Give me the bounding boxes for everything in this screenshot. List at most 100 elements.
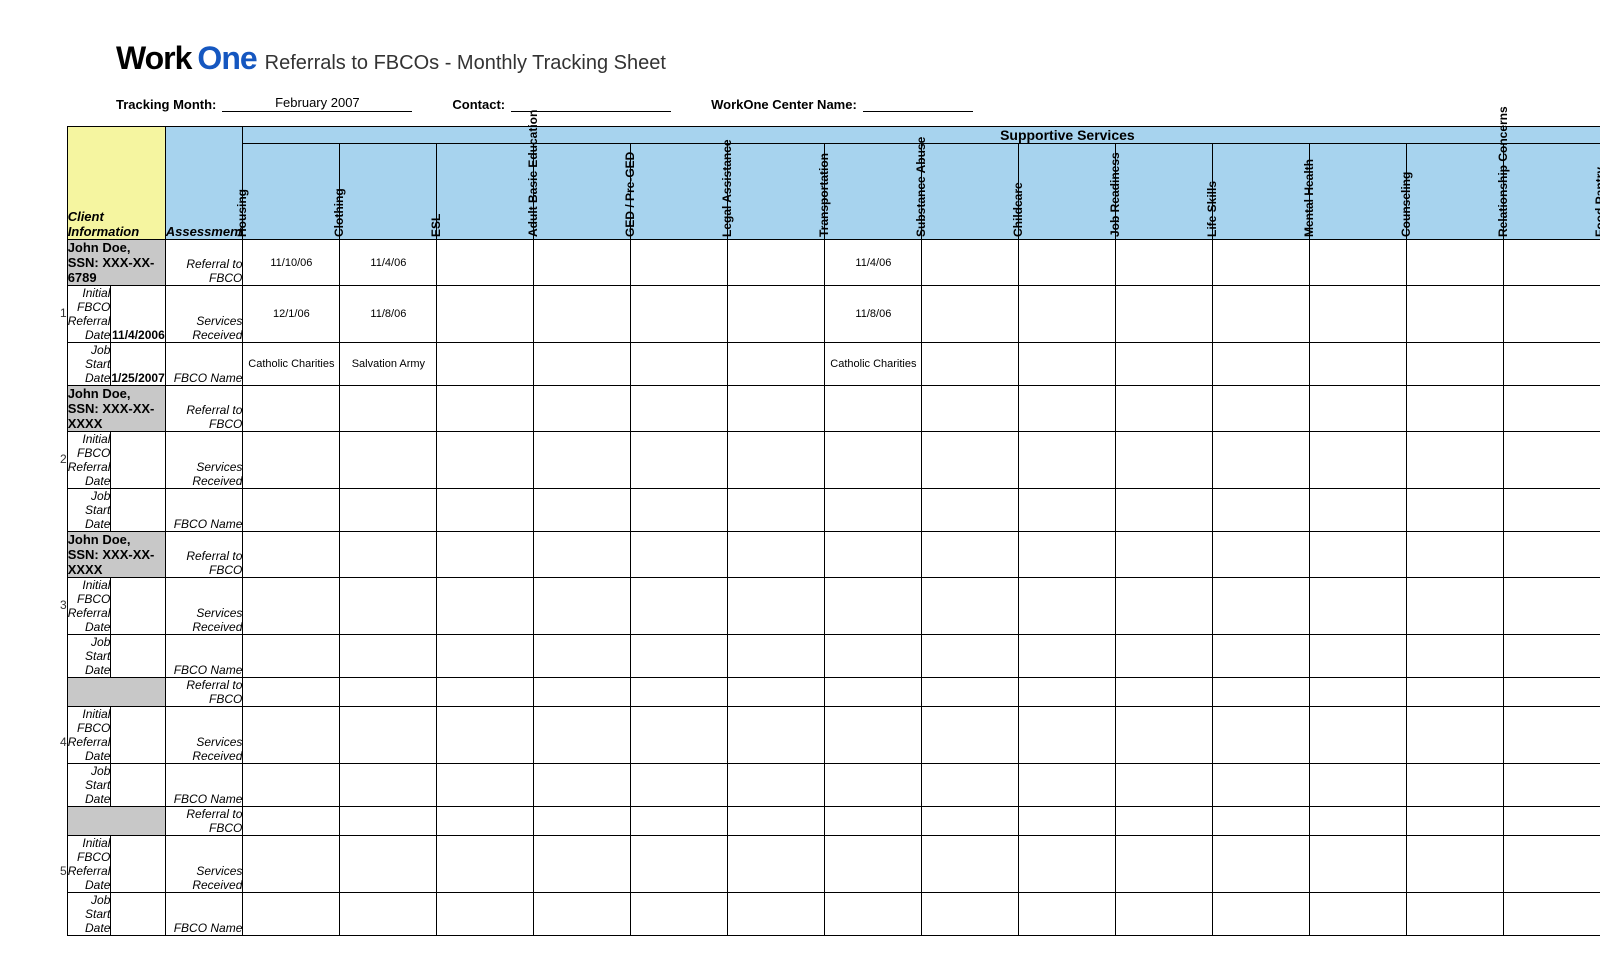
- data-cell[interactable]: [243, 635, 340, 678]
- data-cell[interactable]: [1019, 764, 1116, 807]
- data-cell[interactable]: [1213, 893, 1310, 936]
- data-cell[interactable]: [243, 386, 340, 432]
- data-cell[interactable]: [728, 635, 825, 678]
- data-cell[interactable]: [1310, 578, 1407, 635]
- data-cell[interactable]: [340, 836, 437, 893]
- data-cell[interactable]: [922, 286, 1019, 343]
- data-cell[interactable]: [534, 343, 631, 386]
- data-cell[interactable]: 11/4/06: [825, 240, 922, 286]
- data-cell[interactable]: [1116, 807, 1213, 836]
- data-cell[interactable]: [922, 807, 1019, 836]
- data-cell[interactable]: [437, 532, 534, 578]
- data-cell[interactable]: [728, 386, 825, 432]
- job-start-date[interactable]: [111, 489, 165, 532]
- data-cell[interactable]: [728, 489, 825, 532]
- data-cell[interactable]: [1504, 678, 1600, 707]
- data-cell[interactable]: [340, 532, 437, 578]
- data-cell[interactable]: [1504, 707, 1600, 764]
- data-cell[interactable]: [243, 532, 340, 578]
- data-cell[interactable]: [1213, 286, 1310, 343]
- data-cell[interactable]: [1310, 489, 1407, 532]
- data-cell[interactable]: [631, 836, 728, 893]
- data-cell[interactable]: [1019, 807, 1116, 836]
- data-cell[interactable]: [1407, 578, 1504, 635]
- data-cell[interactable]: [1310, 532, 1407, 578]
- tracking-month-value[interactable]: February 2007: [222, 95, 412, 112]
- data-cell[interactable]: [340, 635, 437, 678]
- data-cell[interactable]: 11/8/06: [825, 286, 922, 343]
- data-cell[interactable]: [1407, 432, 1504, 489]
- data-cell[interactable]: [728, 432, 825, 489]
- data-cell[interactable]: [437, 893, 534, 936]
- data-cell[interactable]: [631, 432, 728, 489]
- data-cell[interactable]: [1116, 836, 1213, 893]
- data-cell[interactable]: [1504, 836, 1600, 893]
- data-cell[interactable]: [922, 578, 1019, 635]
- data-cell[interactable]: [922, 240, 1019, 286]
- data-cell[interactable]: [631, 635, 728, 678]
- data-cell[interactable]: [534, 386, 631, 432]
- data-cell[interactable]: [825, 707, 922, 764]
- data-cell[interactable]: [728, 807, 825, 836]
- data-cell[interactable]: [437, 432, 534, 489]
- data-cell[interactable]: [340, 386, 437, 432]
- data-cell[interactable]: [1116, 489, 1213, 532]
- data-cell[interactable]: [1213, 386, 1310, 432]
- data-cell[interactable]: [1213, 489, 1310, 532]
- data-cell[interactable]: [340, 893, 437, 936]
- data-cell[interactable]: [1407, 807, 1504, 836]
- data-cell[interactable]: [243, 893, 340, 936]
- client-name[interactable]: John Doe, SSN: XXX-XX-XXXX: [67, 386, 165, 432]
- data-cell[interactable]: [1504, 489, 1600, 532]
- data-cell[interactable]: [922, 532, 1019, 578]
- data-cell[interactable]: [340, 678, 437, 707]
- data-cell[interactable]: [1116, 764, 1213, 807]
- data-cell[interactable]: [534, 240, 631, 286]
- data-cell[interactable]: [825, 532, 922, 578]
- data-cell[interactable]: 12/1/06: [243, 286, 340, 343]
- data-cell[interactable]: [1407, 635, 1504, 678]
- data-cell[interactable]: [1116, 343, 1213, 386]
- data-cell[interactable]: [1213, 240, 1310, 286]
- data-cell[interactable]: [1310, 635, 1407, 678]
- data-cell[interactable]: Catholic Charities: [825, 343, 922, 386]
- data-cell[interactable]: [1116, 707, 1213, 764]
- data-cell[interactable]: [1407, 343, 1504, 386]
- data-cell[interactable]: [728, 343, 825, 386]
- data-cell[interactable]: [922, 432, 1019, 489]
- data-cell[interactable]: [1504, 635, 1600, 678]
- data-cell[interactable]: [1407, 240, 1504, 286]
- data-cell[interactable]: [437, 343, 534, 386]
- data-cell[interactable]: [1213, 578, 1310, 635]
- data-cell[interactable]: [243, 836, 340, 893]
- data-cell[interactable]: [1116, 240, 1213, 286]
- data-cell[interactable]: [1310, 386, 1407, 432]
- data-cell[interactable]: [1019, 386, 1116, 432]
- data-cell[interactable]: [1504, 343, 1600, 386]
- data-cell[interactable]: [631, 240, 728, 286]
- data-cell[interactable]: [1310, 240, 1407, 286]
- data-cell[interactable]: Salvation Army: [340, 343, 437, 386]
- data-cell[interactable]: [1310, 678, 1407, 707]
- data-cell[interactable]: [437, 635, 534, 678]
- data-cell[interactable]: [243, 807, 340, 836]
- data-cell[interactable]: [1407, 286, 1504, 343]
- client-name[interactable]: John Doe, SSN: XXX-XX-6789: [67, 240, 165, 286]
- data-cell[interactable]: [1504, 764, 1600, 807]
- initial-referral-date[interactable]: [111, 707, 165, 764]
- data-cell[interactable]: [1019, 432, 1116, 489]
- data-cell[interactable]: [1019, 240, 1116, 286]
- data-cell[interactable]: [1504, 240, 1600, 286]
- data-cell[interactable]: [1116, 386, 1213, 432]
- data-cell[interactable]: [631, 386, 728, 432]
- data-cell[interactable]: [631, 893, 728, 936]
- data-cell[interactable]: [825, 635, 922, 678]
- data-cell[interactable]: [1213, 807, 1310, 836]
- data-cell[interactable]: [922, 635, 1019, 678]
- data-cell[interactable]: [1504, 386, 1600, 432]
- data-cell[interactable]: 11/10/06: [243, 240, 340, 286]
- data-cell[interactable]: [1019, 707, 1116, 764]
- data-cell[interactable]: [825, 764, 922, 807]
- data-cell[interactable]: [922, 343, 1019, 386]
- data-cell[interactable]: [825, 578, 922, 635]
